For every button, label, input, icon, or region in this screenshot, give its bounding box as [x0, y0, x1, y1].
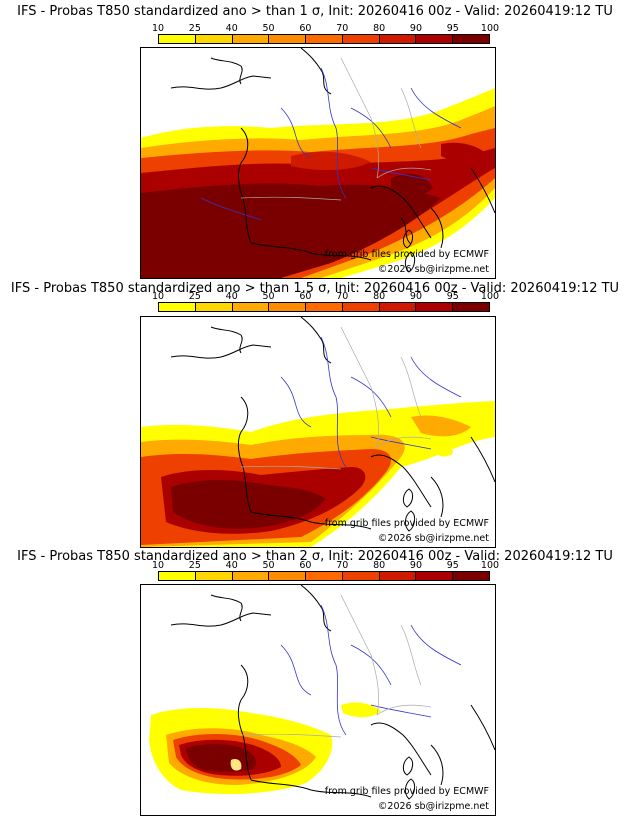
colorbar-tick: 25 [188, 23, 201, 34]
color-swatch [342, 35, 380, 43]
color-swatch [232, 35, 270, 43]
colorbar-tick: 90 [409, 560, 422, 571]
colorbar-tick: 40 [225, 291, 238, 302]
panel-1-colorbar: 10 25 40 50 60 70 80 90 95 100 [152, 23, 499, 44]
colorbar-tick: 95 [446, 560, 459, 571]
colorbar-tick: 50 [262, 291, 275, 302]
colorbar-tick: 50 [262, 560, 275, 571]
colorbar-tick: 100 [480, 23, 500, 34]
coastlines [170, 317, 495, 532]
panel-1-title: IFS - Probas T850 standardized ano > tha… [17, 4, 613, 19]
colorbar-tick: 70 [336, 291, 349, 302]
probability-map [141, 48, 495, 278]
color-swatch [195, 572, 233, 580]
colorbar-tick: 70 [336, 560, 349, 571]
color-swatch [306, 572, 343, 580]
color-swatch [416, 35, 454, 43]
color-swatch [379, 35, 417, 43]
colorbar-tick: 50 [262, 23, 275, 34]
colorbar-tick: 10 [151, 560, 165, 571]
color-swatch [342, 572, 380, 580]
probability-map [149, 585, 495, 800]
colorbar-tick: 80 [373, 23, 386, 34]
colorbar-tick: 90 [409, 291, 422, 302]
color-swatch [195, 35, 233, 43]
color-swatch [453, 572, 490, 580]
colorbar-tick: 100 [480, 291, 500, 302]
color-swatch [453, 35, 490, 43]
panel-1-copyright: ©2026 sb@irizpme.net [377, 264, 489, 275]
probability-field [141, 401, 495, 547]
coastlines [170, 585, 495, 800]
panel-2-source: from grib files provided by ECMWF [324, 518, 489, 529]
colorbar-tick: 10 [151, 23, 165, 34]
colorbar-tick: 60 [299, 291, 312, 302]
country-borders [240, 326, 432, 470]
color-swatch [269, 35, 307, 43]
country-borders [240, 57, 432, 201]
panel-2-map: from grib files provided by ECMWF ©2026 … [140, 316, 496, 548]
colorbar-tick: 25 [188, 560, 201, 571]
color-swatch [453, 303, 490, 311]
color-swatch [195, 303, 233, 311]
panel-1-source: from grib files provided by ECMWF [324, 249, 489, 260]
colorbar-tick: 80 [373, 291, 386, 302]
color-swatch [379, 572, 417, 580]
color-swatch [232, 303, 270, 311]
colorbar-tick: 25 [188, 291, 201, 302]
panel-1-map: from grib files provided by ECMWF ©2026 … [140, 47, 496, 279]
panel-3-map: from grib files provided by ECMWF ©2026 … [140, 584, 496, 816]
colorbar-tick: 80 [373, 560, 386, 571]
panel-2-title: IFS - Probas T850 standardized ano > tha… [10, 281, 620, 296]
color-swatch [232, 572, 270, 580]
colorbar-tick: 95 [446, 291, 459, 302]
colorbar-swatches [158, 34, 490, 44]
probability-field [149, 702, 381, 795]
color-swatch [306, 35, 343, 43]
color-swatch [159, 303, 196, 311]
panel-3-title: IFS - Probas T850 standardized ano > tha… [17, 549, 613, 564]
probability-field [141, 88, 495, 278]
color-swatch [159, 35, 196, 43]
color-swatch [159, 572, 196, 580]
rivers [280, 336, 462, 468]
color-swatch [342, 303, 380, 311]
color-swatch [379, 303, 417, 311]
colorbar-tick: 40 [225, 560, 238, 571]
panel-2-copyright: ©2026 sb@irizpme.net [377, 533, 489, 544]
color-swatch [416, 572, 454, 580]
panel-3-copyright: ©2026 sb@irizpme.net [377, 801, 489, 812]
rivers [280, 604, 462, 736]
panel-3-source: from grib files provided by ECMWF [324, 786, 489, 797]
panel-3-colorbar: 10 25 40 50 60 70 80 90 95 100 [152, 560, 499, 581]
rivers [200, 67, 462, 221]
colorbar-tick: 70 [336, 23, 349, 34]
coastlines [170, 48, 495, 273]
colorbar-tick: 40 [225, 23, 238, 34]
colorbar-tick: 60 [299, 560, 312, 571]
colorbar-tick: 10 [151, 291, 165, 302]
color-swatch [269, 572, 307, 580]
colorbar-tick: 95 [446, 23, 459, 34]
colorbar-tick: 100 [480, 560, 500, 571]
color-swatch [269, 303, 307, 311]
colorbar-tick: 90 [409, 23, 422, 34]
panel-2-colorbar: 10 25 40 50 60 70 80 90 95 100 [152, 291, 499, 312]
colorbar-swatches [158, 571, 490, 581]
colorbar-tick: 60 [299, 23, 312, 34]
color-swatch [306, 303, 343, 311]
probability-map [141, 317, 495, 547]
color-swatch [416, 303, 454, 311]
colorbar-swatches [158, 302, 490, 312]
country-borders [240, 594, 432, 738]
